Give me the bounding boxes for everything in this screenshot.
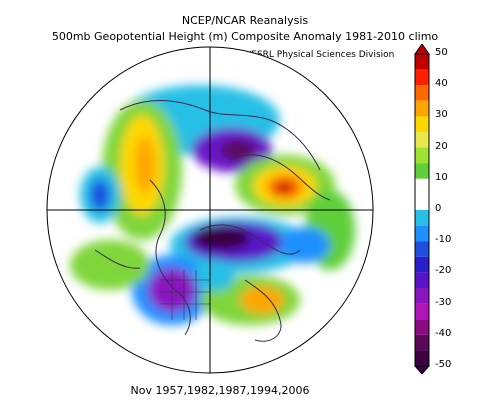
- colorbar-tick-label: 50: [435, 47, 448, 58]
- colorbar-swatch: [415, 178, 429, 195]
- colorbar-swatch: [415, 256, 429, 273]
- source-credit: NOAA/ESRL Physical Sciences Division: [222, 50, 395, 60]
- colorbar-swatch: [415, 69, 429, 86]
- colorbar-tick-label: 10: [435, 171, 448, 183]
- colorbar-swatch: [415, 225, 429, 242]
- colorbar-top-arrow: [414, 44, 430, 55]
- colorbar-swatch: [415, 54, 429, 70]
- color-scale-bar: [413, 44, 431, 374]
- us-borders: [160, 270, 210, 320]
- colorbar-swatch: [415, 334, 429, 351]
- colorbar-tick-label: 30: [435, 109, 448, 121]
- colorbar-swatch: [415, 163, 429, 179]
- colorbar-tick-label: -30: [435, 296, 452, 308]
- colorbar-swatch: [415, 132, 429, 148]
- colorbar-swatch: [415, 85, 429, 101]
- coastlines: [94, 100, 331, 342]
- colorbar-swatch: [415, 210, 429, 226]
- colorbar-tick-label: -10: [435, 234, 452, 246]
- composite-dates: Nov 1957,1982,1987,1994,2006: [130, 384, 310, 397]
- colorbar-swatch: [415, 303, 429, 320]
- colorbar-swatch: [415, 350, 429, 366]
- colorbar-swatch: [415, 288, 429, 304]
- colorbar-tick-label: 20: [435, 140, 448, 152]
- colorbar-swatch: [415, 194, 429, 210]
- colorbar-swatch: [415, 147, 429, 164]
- colorbar-tick-label: -40: [435, 327, 452, 339]
- colorbar-swatch: [415, 319, 429, 335]
- colorbar-bottom-arrow: [413, 365, 431, 374]
- colorbar-swatch: [415, 100, 429, 117]
- colorbar-tick-label: 0: [435, 203, 442, 214]
- colorbar-tick-label: -20: [435, 265, 452, 277]
- colorbar-swatch: [415, 272, 429, 288]
- colorbar-swatch: [415, 241, 429, 257]
- colorbar-tick-label: 40: [435, 78, 448, 90]
- colorbar-swatch: [415, 116, 429, 132]
- map-subtitle: 500mb Geopotential Height (m) Composite …: [51, 30, 439, 43]
- colorbar-tick-label: -50: [435, 359, 452, 370]
- map-title: NCEP/NCAR Reanalysis: [181, 14, 309, 27]
